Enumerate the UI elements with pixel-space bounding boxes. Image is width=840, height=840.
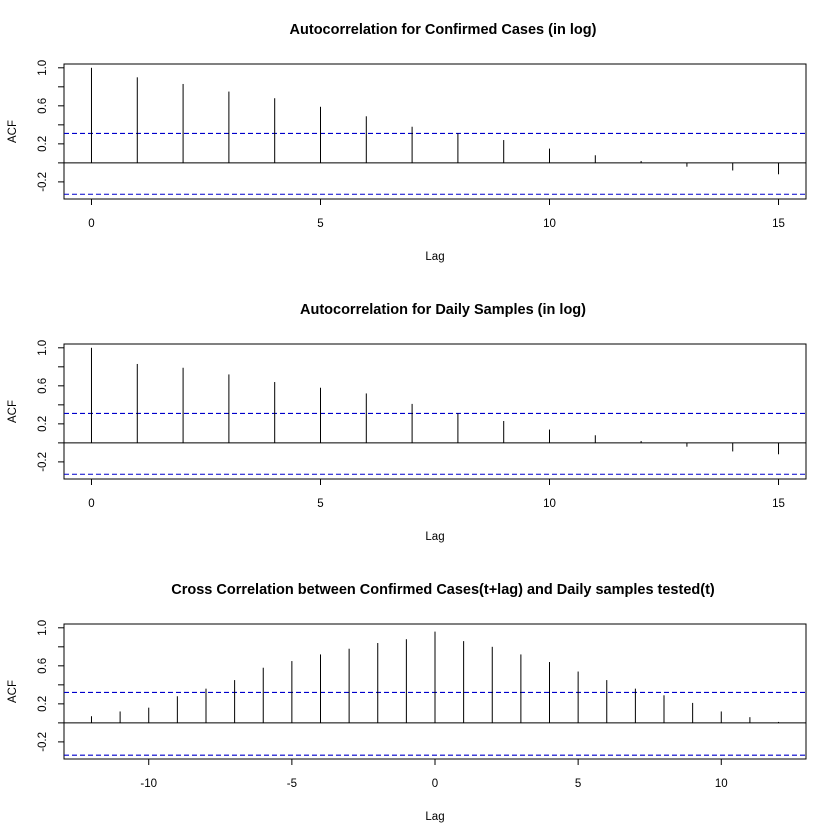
- x-tick-label: 5: [317, 498, 323, 510]
- x-tick-label: 10: [715, 778, 728, 790]
- y-tick-label: 0.6: [37, 378, 49, 394]
- x-tick-label: 0: [88, 498, 94, 510]
- x-tick-label: 5: [575, 778, 581, 790]
- y-tick-label: 0.2: [37, 136, 49, 152]
- x-tick-label: 0: [432, 778, 438, 790]
- x-tick-label: 5: [317, 218, 323, 230]
- x-tick-label: 0: [88, 218, 94, 230]
- chart-panel-1: Autocorrelation for Confirmed Cases (in …: [7, 22, 807, 263]
- chart-title: Autocorrelation for Daily Samples (in lo…: [300, 302, 586, 318]
- y-tick-label: 0.2: [37, 696, 49, 712]
- x-axis-title: Lag: [425, 811, 444, 823]
- y-tick-label: 1.0: [37, 340, 49, 356]
- y-axis-title: ACF: [7, 680, 19, 703]
- plot-frame: [63, 63, 807, 200]
- y-tick-label: 0.2: [37, 416, 49, 432]
- chart-panel-3: Cross Correlation between Confirmed Case…: [7, 582, 807, 823]
- x-tick-label: 15: [772, 218, 785, 230]
- x-tick-label: -10: [140, 778, 157, 790]
- x-axis-title: Lag: [425, 251, 444, 263]
- y-tick-label: -0.2: [37, 732, 49, 752]
- plot-frame: [63, 343, 807, 480]
- y-tick-label: 1.0: [37, 60, 49, 76]
- x-tick-label: 10: [543, 218, 556, 230]
- y-tick-label: 1.0: [37, 620, 49, 636]
- x-tick-label: 15: [772, 498, 785, 510]
- y-tick-label: 0.6: [37, 98, 49, 114]
- chart-title: Cross Correlation between Confirmed Case…: [171, 582, 715, 598]
- y-axis-title: ACF: [7, 120, 19, 143]
- chart-title: Autocorrelation for Confirmed Cases (in …: [290, 22, 597, 38]
- x-axis-title: Lag: [425, 531, 444, 543]
- y-axis-title: ACF: [7, 400, 19, 423]
- x-tick-label: 10: [543, 498, 556, 510]
- x-tick-label: -5: [287, 778, 297, 790]
- chart-panel-2: Autocorrelation for Daily Samples (in lo…: [7, 302, 807, 543]
- y-tick-label: 0.6: [37, 658, 49, 674]
- y-tick-label: -0.2: [37, 172, 49, 192]
- y-tick-label: -0.2: [37, 452, 49, 472]
